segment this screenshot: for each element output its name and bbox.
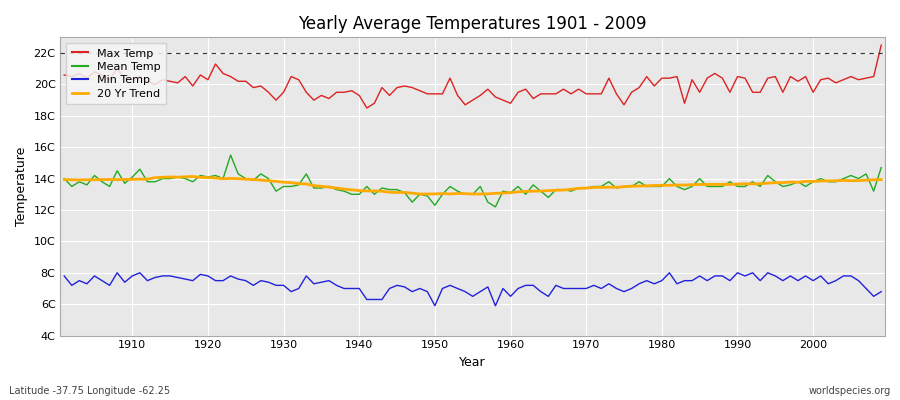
Text: Latitude -37.75 Longitude -62.25: Latitude -37.75 Longitude -62.25	[9, 386, 170, 396]
X-axis label: Year: Year	[459, 356, 486, 369]
Title: Yearly Average Temperatures 1901 - 2009: Yearly Average Temperatures 1901 - 2009	[299, 15, 647, 33]
Y-axis label: Temperature: Temperature	[15, 147, 28, 226]
Legend: Max Temp, Mean Temp, Min Temp, 20 Yr Trend: Max Temp, Mean Temp, Min Temp, 20 Yr Tre…	[66, 43, 166, 104]
Text: worldspecies.org: worldspecies.org	[809, 386, 891, 396]
